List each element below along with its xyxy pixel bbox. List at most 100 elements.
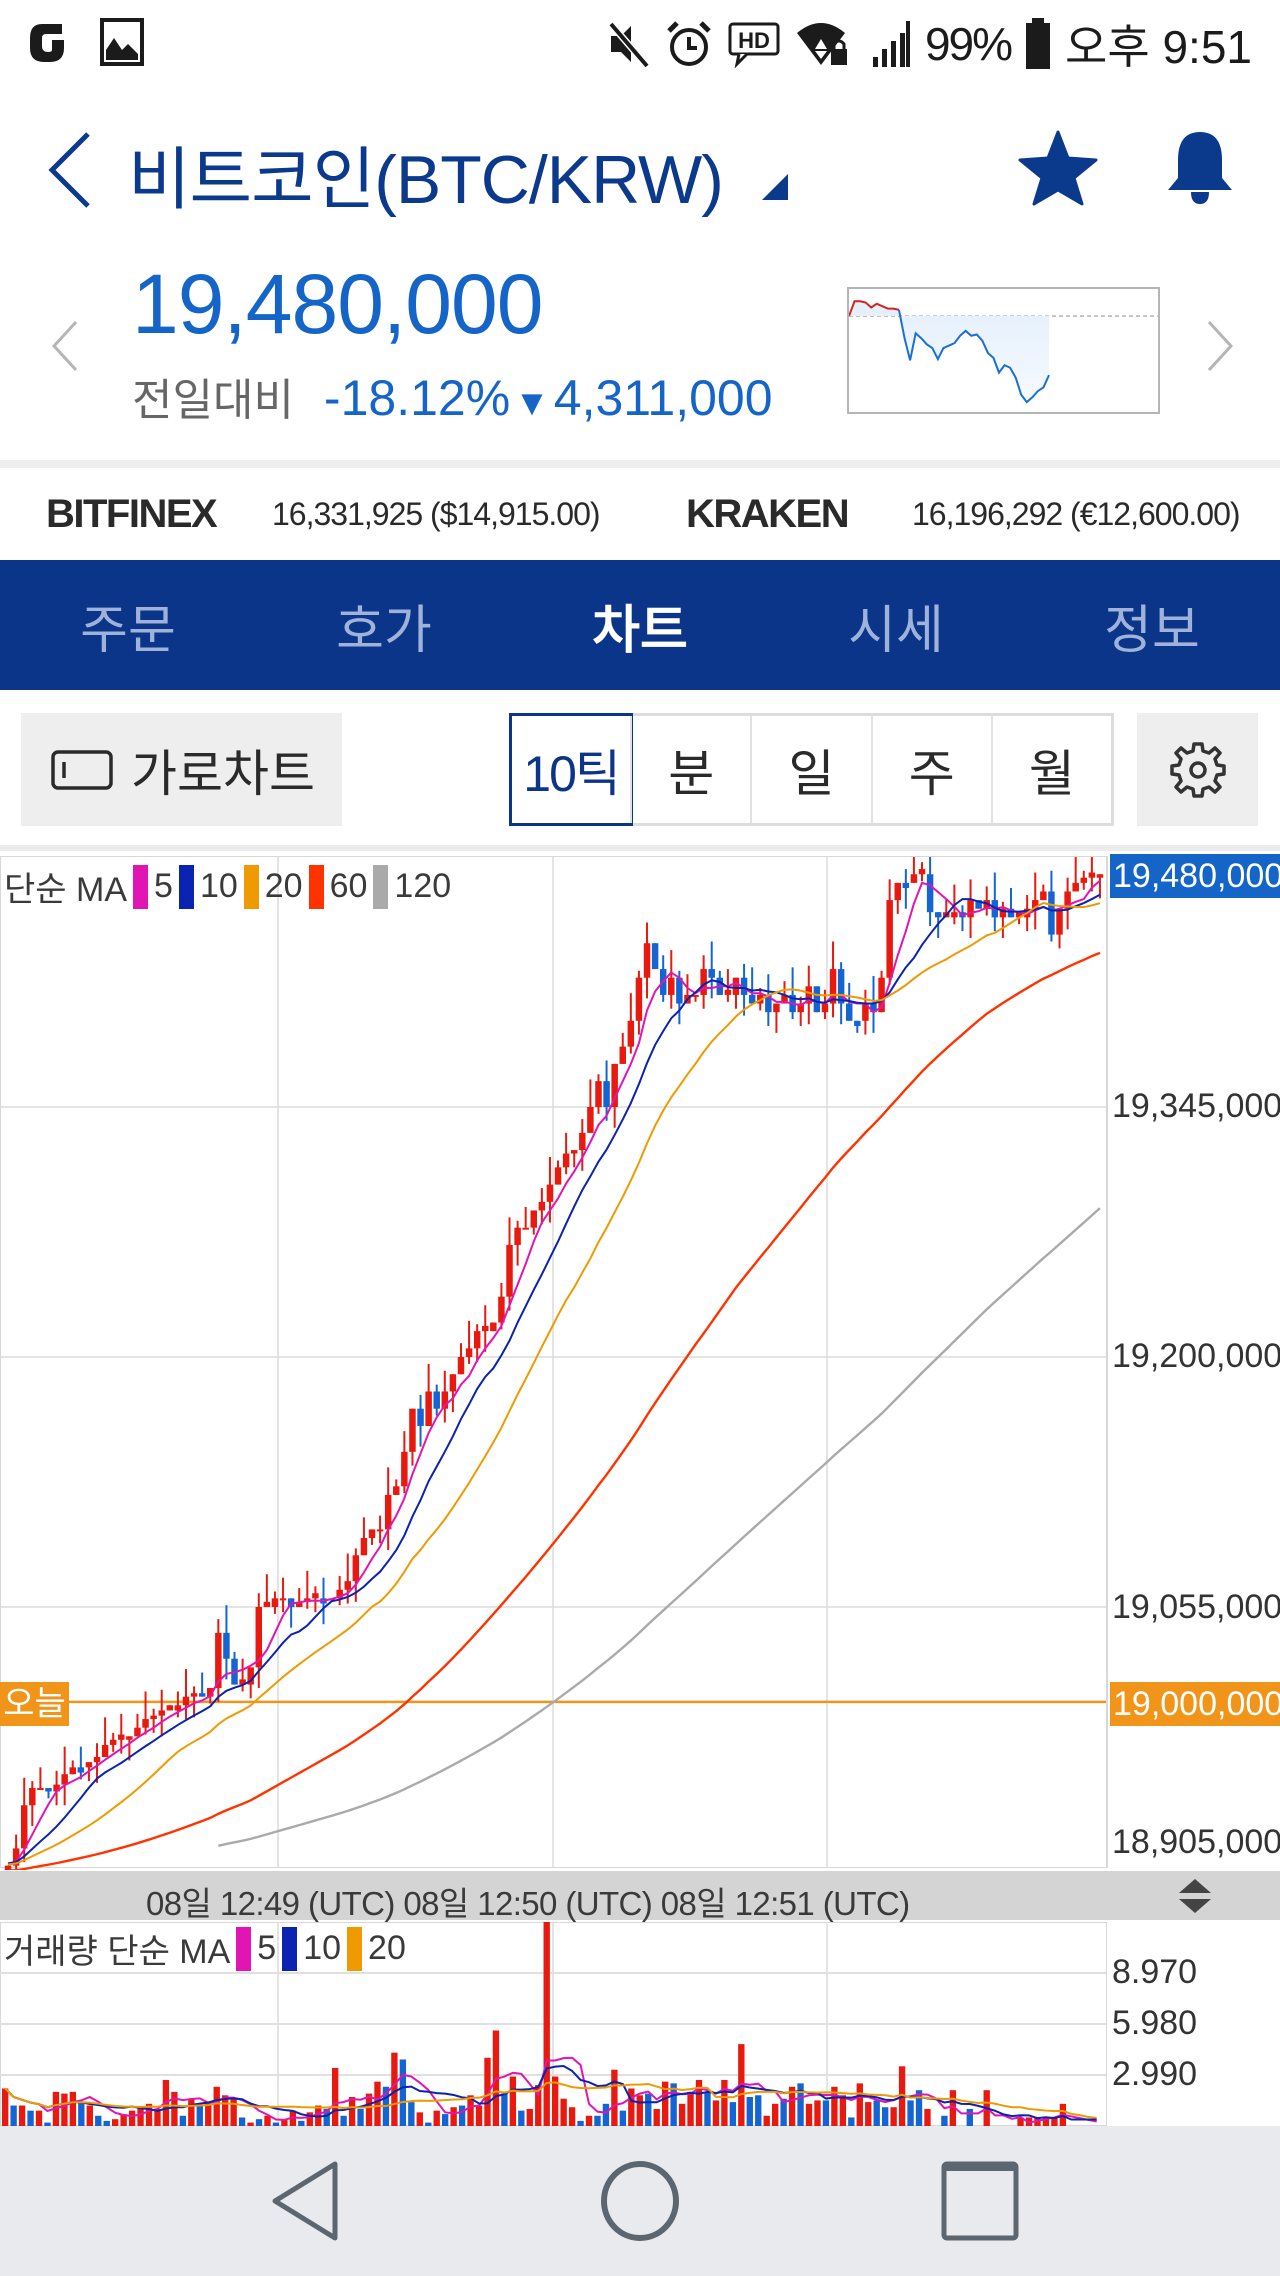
y-label: 19,345,000: [1112, 1087, 1280, 1125]
divider: [0, 845, 1280, 851]
up-down-arrows-icon: [1179, 1878, 1211, 1913]
vma10-label: 10: [303, 1929, 342, 1967]
volume-plot[interactable]: [0, 1922, 1280, 2126]
nav-back-button[interactable]: [246, 2156, 366, 2246]
back-chevron-icon[interactable]: [44, 130, 94, 210]
signal-icon: [872, 21, 910, 67]
exchange-prices: BITFINEX 16,331,925 ($14,915.00) KRAKEN …: [0, 468, 1280, 560]
exchange-value-kraken: 16,196,292 (€12,600.00): [912, 496, 1241, 532]
period-week[interactable]: 주: [870, 716, 991, 823]
chart-settings-button[interactable]: [1137, 713, 1258, 826]
y-label: 19,200,000: [1112, 1337, 1280, 1375]
tab-info[interactable]: 정보: [1104, 601, 1200, 660]
volume-y-label: 2.990: [1112, 2055, 1198, 2093]
alarm-icon: [667, 21, 711, 66]
today-price-label: 19,000,000: [1110, 1682, 1280, 1726]
divider: [0, 460, 1280, 468]
recents-square-icon: [941, 2161, 1019, 2241]
ma-legend: 단순 MA 5 10 20 60 120: [4, 862, 451, 911]
change-row: 전일대비 -18.12% ▼ 4,311,000: [132, 364, 773, 428]
time-axis: 08일 12:49 (UTC) 08일 12:50 (UTC) 08일 12:5…: [0, 1871, 1280, 1922]
tab-quotes[interactable]: 시세: [848, 601, 944, 660]
current-price-label: 19,480,000: [1110, 854, 1280, 898]
prev-coin-chevron-icon[interactable]: [50, 320, 80, 372]
volume-ma-legend: 거래량 단순 MA 5 10 20: [4, 1924, 406, 1973]
nav-home-button[interactable]: [580, 2156, 700, 2246]
main-tabs: 주문 호가 차트 시세 정보: [0, 560, 1280, 690]
status-bar: HD 99% 오후 9:51: [0, 0, 1280, 88]
current-price: 19,480,000: [132, 257, 543, 351]
nav-recents-button[interactable]: [920, 2156, 1040, 2246]
gallery-icon: [100, 18, 144, 66]
exchange-value-bitfinex: 16,331,925 ($14,915.00): [272, 496, 601, 532]
time-labels: 08일 12:49 (UTC) 08일 12:50 (UTC) 08일 12:5…: [146, 1877, 910, 1925]
period-selector: 10틱 분 일 주 월: [509, 713, 1114, 826]
hd-voice-icon: HD: [728, 22, 780, 68]
change-label: 전일대비: [132, 376, 294, 425]
home-circle-icon: [601, 2161, 679, 2241]
mute-icon: [608, 21, 650, 68]
landscape-chart-label: 가로차트: [131, 745, 315, 802]
vma20-swatch: [347, 1926, 363, 1971]
today-tag: 오늘: [0, 1682, 69, 1726]
exchange-name-bitfinex: BITFINEX: [46, 492, 218, 536]
volume-chart[interactable]: 거래량 단순 MA 5 10 20 8.970 5.980 2.990: [0, 1922, 1280, 2126]
time-label: 08일 12:49 (UTC): [146, 1885, 395, 1922]
period-month[interactable]: 월: [990, 716, 1111, 823]
ma-legend-title: 단순 MA: [4, 871, 128, 909]
period-minute[interactable]: 분: [630, 716, 750, 823]
ma120-label: 120: [394, 867, 452, 905]
header: 비트코인(BTC/KRW) 19,480,000 전일대비 -18.12% ▼ …: [0, 88, 1280, 460]
landscape-chart-button[interactable]: 가로차트: [21, 713, 342, 826]
svg-text:HD: HD: [738, 28, 770, 53]
back-triangle-icon: [272, 2161, 338, 2241]
vma20-label: 20: [368, 1929, 406, 1967]
android-nav-bar: [0, 2126, 1280, 2276]
tab-chart[interactable]: 차트: [592, 601, 688, 660]
status-left-icons: [24, 18, 144, 66]
wifi-secure-icon: [796, 23, 847, 65]
ma10-swatch: [178, 864, 194, 909]
down-triangle-icon: ▼: [514, 382, 550, 423]
time-label: 08일 12:50 (UTC): [403, 1885, 653, 1922]
bell-icon[interactable]: [1164, 128, 1236, 208]
ma60-swatch: [308, 864, 324, 909]
chart-toolbar: 가로차트 10틱 분 일 주 월: [0, 690, 1280, 851]
star-icon[interactable]: [1018, 130, 1098, 206]
mini-intraday-chart[interactable]: [847, 287, 1160, 414]
app-g-icon: [30, 24, 64, 62]
page-title[interactable]: 비트코인(BTC/KRW): [128, 142, 724, 218]
y-label: 18,905,000: [1112, 1823, 1280, 1861]
landscape-phone-icon: [51, 749, 113, 790]
volume-y-label: 8.970: [1112, 1953, 1198, 1991]
battery-icon: [1026, 18, 1051, 69]
change-amount: 4,311,000: [553, 370, 773, 426]
volume-y-label: 5.980: [1112, 2004, 1198, 2042]
gear-icon: [1169, 741, 1226, 798]
time-label: 08일 12:51 (UTC): [660, 1885, 910, 1922]
ma5-label: 5: [154, 867, 173, 905]
vma5-swatch: [236, 1926, 252, 1971]
ma20-label: 20: [264, 867, 303, 905]
price-chart[interactable]: 단순 MA 5 10 20 60 120 19,480,000 19,345,0…: [0, 854, 1280, 1870]
chart-split-resize-handle[interactable]: [1110, 1871, 1280, 1920]
candlestick-plot[interactable]: [0, 856, 1280, 1870]
ma5-swatch: [133, 864, 149, 909]
ma120-swatch: [373, 864, 389, 909]
vma10-swatch: [282, 1926, 298, 1971]
y-label: 19,055,000: [1112, 1588, 1280, 1626]
period-day[interactable]: 일: [750, 716, 870, 823]
tab-orderbook[interactable]: 호가: [336, 601, 432, 660]
vma5-label: 5: [257, 1929, 277, 1967]
change-percent: -18.12%: [323, 370, 511, 426]
exchange-name-kraken: KRAKEN: [686, 492, 850, 536]
status-right-icons: HD 99% 오후 9:51: [607, 14, 1252, 74]
next-coin-chevron-icon[interactable]: [1205, 320, 1235, 372]
tab-order[interactable]: 주문: [80, 601, 176, 660]
title-dropdown-caret-icon[interactable]: [762, 174, 788, 200]
ma10-label: 10: [199, 867, 238, 905]
ma20-swatch: [243, 864, 259, 909]
clock: 오후 9:51: [1065, 21, 1252, 73]
mini-chart-line: [848, 300, 1158, 404]
period-10tick[interactable]: 10틱: [509, 713, 634, 826]
